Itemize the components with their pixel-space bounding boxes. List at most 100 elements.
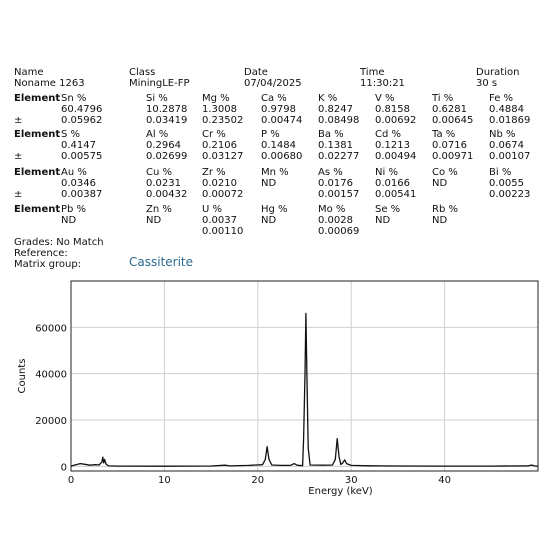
element-value: 0.0176	[318, 178, 353, 189]
element-value: 0.0210	[202, 178, 237, 189]
element-error: 0.00223	[489, 189, 531, 200]
element-error: 0.00692	[375, 115, 417, 126]
element-error: 0.00387	[61, 189, 103, 200]
x-tick-label: 40	[438, 475, 451, 486]
element-error: 0.00072	[202, 189, 244, 200]
element-value: ND	[146, 215, 162, 226]
element-value: 0.0231	[146, 178, 181, 189]
x-tick-label: 30	[345, 475, 358, 486]
element-value: 0.8158	[375, 104, 410, 115]
element-value: 1.3008	[202, 104, 237, 115]
element-name: Ti %	[432, 93, 454, 104]
element-value: 0.1213	[375, 140, 410, 151]
element-value: 60.4796	[61, 104, 103, 115]
matrix-group-label: Matrix group:	[14, 259, 82, 270]
error-row-label: ±	[14, 115, 23, 126]
error-row-label: ±	[14, 151, 23, 162]
class-label: Class	[129, 67, 156, 78]
element-error: 0.02699	[146, 151, 188, 162]
element-value: 0.0716	[432, 140, 467, 151]
x-tick-label: 0	[68, 475, 74, 486]
plot-frame	[70, 280, 539, 472]
element-name: Se %	[375, 204, 401, 215]
element-error: 0.00541	[375, 189, 417, 200]
y-tick-label: 60000	[35, 323, 67, 334]
element-error: 0.00474	[261, 115, 303, 126]
element-name: Cr %	[202, 129, 226, 140]
element-error: 0.00575	[61, 151, 103, 162]
x-axis-label: Energy (keV)	[308, 486, 373, 497]
element-error: 0.00971	[432, 151, 474, 162]
element-name: Mo %	[318, 204, 346, 215]
element-value: 0.0346	[61, 178, 96, 189]
element-name: As %	[318, 167, 343, 178]
element-error: 0.00110	[202, 226, 244, 237]
element-value: ND	[261, 215, 277, 226]
y-tick-label: 20000	[35, 416, 67, 427]
element-error: 0.23502	[202, 115, 244, 126]
element-name: Sn %	[61, 93, 87, 104]
element-value: 0.4884	[489, 104, 524, 115]
date-label: Date	[244, 67, 268, 78]
time-value: 11:30:21	[360, 78, 405, 89]
x-tick-label: 10	[158, 475, 171, 486]
element-error: 0.00680	[261, 151, 303, 162]
element-name: Ni %	[375, 167, 398, 178]
element-value: 0.0674	[489, 140, 524, 151]
spectrum-line	[70, 312, 539, 467]
element-name: U %	[202, 204, 222, 215]
grades-text: Grades: No Match	[14, 237, 104, 248]
element-value: 0.1484	[261, 140, 296, 151]
element-name: Mg %	[202, 93, 230, 104]
element-name: Cd %	[375, 129, 402, 140]
date-value: 07/04/2025	[244, 78, 302, 89]
y-tick-label: 0	[61, 462, 67, 473]
element-error: 0.00069	[318, 226, 360, 237]
element-error: 0.03127	[202, 151, 244, 162]
element-value: 0.2106	[202, 140, 237, 151]
element-value: 0.8247	[318, 104, 353, 115]
element-error: 0.03419	[146, 115, 188, 126]
element-value: 0.0166	[375, 178, 410, 189]
element-value: 0.9798	[261, 104, 296, 115]
name-label: Name	[14, 67, 44, 78]
element-value: 10.2878	[146, 104, 188, 115]
element-name: Zr %	[202, 167, 226, 178]
element-name: Al %	[146, 129, 169, 140]
matrix-group-value: Cassiterite	[129, 255, 194, 269]
duration-label: Duration	[476, 67, 520, 78]
element-name: K %	[318, 93, 338, 104]
element-name: Si %	[146, 93, 168, 104]
element-value: 0.4147	[61, 140, 96, 151]
element-error: 0.05962	[61, 115, 103, 126]
element-value: ND	[432, 215, 448, 226]
time-label: Time	[360, 67, 385, 78]
element-row-label: Element	[14, 129, 61, 140]
error-row-label: ±	[14, 189, 23, 200]
element-value: 0.1381	[318, 140, 353, 151]
element-name: Rb %	[432, 204, 458, 215]
element-name: S %	[61, 129, 81, 140]
element-name: Ca %	[261, 93, 287, 104]
element-error: 0.01869	[489, 115, 531, 126]
element-value: 0.0037	[202, 215, 237, 226]
y-axis-label: Counts	[17, 359, 28, 394]
element-value: 0.0055	[489, 178, 524, 189]
element-value: 0.0028	[318, 215, 353, 226]
reference-text: Reference:	[14, 248, 68, 259]
element-name: V %	[375, 93, 395, 104]
element-error: 0.00494	[375, 151, 417, 162]
element-name: Mn %	[261, 167, 289, 178]
element-name: Zn %	[146, 204, 172, 215]
element-value: 0.2964	[146, 140, 181, 151]
element-name: Cu %	[146, 167, 173, 178]
element-name: Nb %	[489, 129, 516, 140]
element-error: 0.00107	[489, 151, 531, 162]
element-name: Pb %	[61, 204, 87, 215]
element-value: ND	[432, 178, 448, 189]
element-name: Co %	[432, 167, 458, 178]
element-name: Ba %	[318, 129, 344, 140]
element-name: P %	[261, 129, 280, 140]
element-name: Fe %	[489, 93, 514, 104]
